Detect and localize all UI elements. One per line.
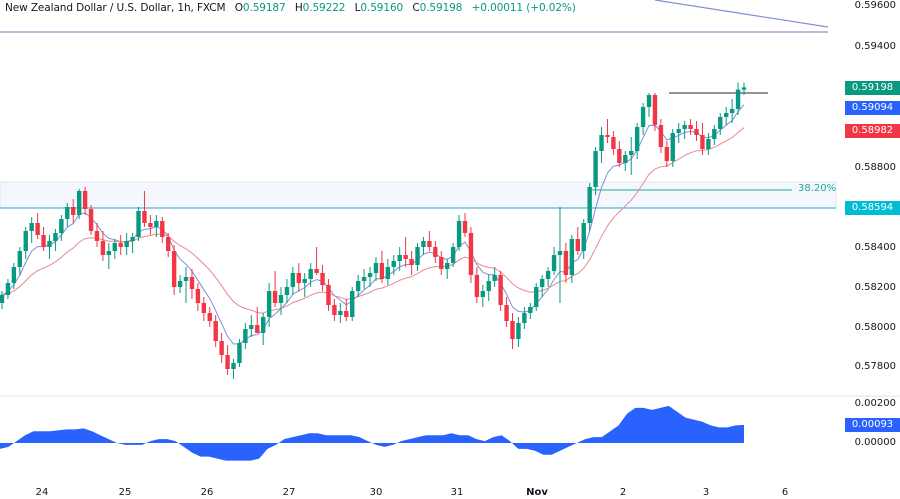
time-tick: Nov: [526, 487, 548, 498]
price-tick: 0.59400: [854, 41, 896, 52]
time-tick: 6: [781, 487, 789, 498]
indicator-value-tag: 0.00093: [845, 418, 900, 432]
horizontal-levels: [0, 0, 836, 209]
time-tick: 25: [118, 487, 132, 498]
low-value: 0.59160: [360, 2, 404, 14]
price-tick: 0.57800: [854, 361, 896, 372]
fib-level-label: 38.20%: [798, 183, 837, 194]
change-value: +0.00011 (+0.02%): [471, 2, 576, 14]
symbol-title: New Zealand Dollar / U.S. Dollar, 1h, FX…: [5, 2, 226, 14]
price-tag: 0.59198: [845, 81, 900, 95]
indicator-tick: 0.00200: [854, 398, 896, 409]
moving-averages: [1, 104, 745, 345]
price-tick: 0.58400: [854, 242, 896, 253]
price-tick: 0.58800: [854, 162, 896, 173]
time-tick: 31: [450, 487, 464, 498]
price-tick: 0.59600: [854, 0, 896, 11]
high-value: 0.59222: [302, 2, 346, 14]
supply-zone: [0, 181, 837, 209]
time-tick: 27: [282, 487, 296, 498]
symbol-legend: New Zealand Dollar / U.S. Dollar, 1h, FX…: [5, 2, 576, 14]
price-tick: 0.58200: [854, 282, 896, 293]
open-value: 0.59187: [242, 2, 286, 14]
price-tick: 0.58000: [854, 322, 896, 333]
price-tag: 0.59094: [845, 101, 900, 115]
oscillator-area: [0, 405, 744, 461]
price-tag: 0.58594: [845, 201, 900, 215]
time-tick: 3: [702, 487, 710, 498]
time-tick: 24: [35, 487, 49, 498]
close-value: 0.59198: [419, 2, 463, 14]
time-tick: 2: [619, 487, 627, 498]
candlesticks: [0, 82, 747, 379]
time-tick: 26: [200, 487, 214, 498]
time-tick: 30: [369, 487, 383, 498]
indicator-tick: 0.00000: [854, 437, 896, 448]
price-tag: 0.58982: [845, 124, 900, 138]
